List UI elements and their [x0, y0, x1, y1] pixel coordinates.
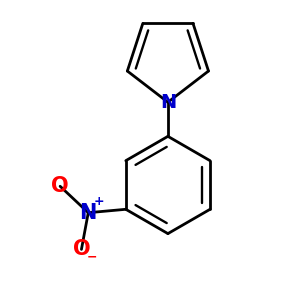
Text: −: − — [86, 250, 97, 264]
Text: N: N — [160, 93, 176, 112]
Text: O: O — [51, 176, 69, 196]
Text: N: N — [80, 203, 97, 223]
Text: +: + — [94, 195, 105, 208]
Text: O: O — [73, 239, 90, 260]
